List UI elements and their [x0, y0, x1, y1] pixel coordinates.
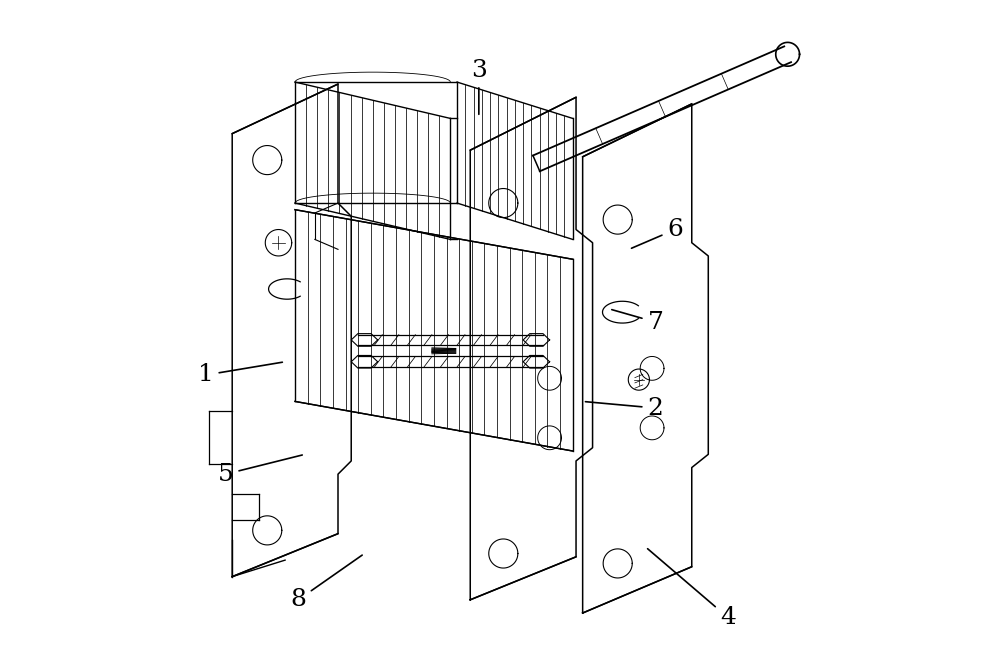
Text: 7: 7 — [612, 309, 663, 333]
Text: 6: 6 — [631, 218, 683, 248]
Text: 3: 3 — [471, 59, 487, 114]
Text: 8: 8 — [290, 555, 362, 612]
Text: 5: 5 — [218, 455, 302, 485]
Text: 2: 2 — [585, 396, 663, 420]
Text: 4: 4 — [648, 548, 736, 629]
Text: 1: 1 — [198, 362, 282, 386]
